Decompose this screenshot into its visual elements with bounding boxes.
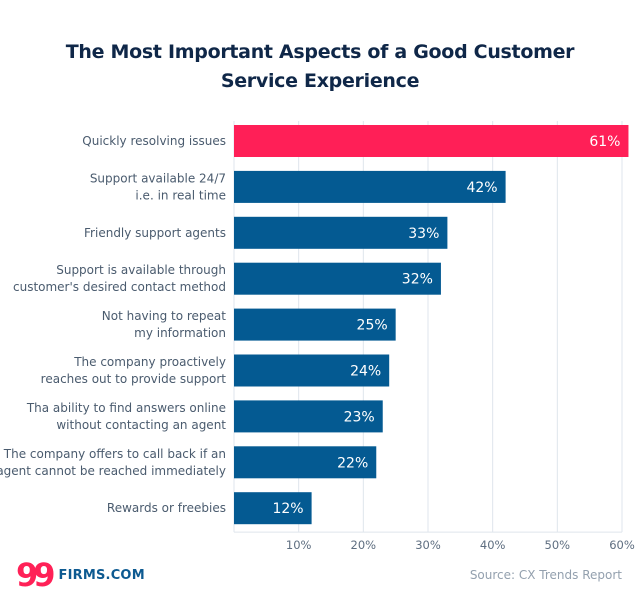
category-label: customer's desired contact method <box>13 280 226 294</box>
bar-value-label: 23% <box>344 409 375 425</box>
x-tick-label: 30% <box>415 538 441 552</box>
logo-99-mark: 99 <box>16 556 55 594</box>
category-label: Quickly resolving issues <box>82 134 226 148</box>
bar-value-label: 42% <box>466 180 497 196</box>
source-note: Source: CX Trends Report <box>469 568 622 582</box>
bar-value-label: 61% <box>589 134 620 150</box>
bar <box>234 400 383 433</box>
category-label: my information <box>134 326 226 340</box>
category-label: The company proactively <box>73 355 226 369</box>
chart-title-line-1: The Most Important Aspects of a Good Cus… <box>65 41 575 63</box>
bar-value-label: 24% <box>350 364 381 380</box>
bar <box>234 354 390 387</box>
logo: 99 FIRMS.COM <box>16 556 145 594</box>
category-label: without contacting an agent <box>56 418 226 432</box>
category-label: Tha ability to find answers online <box>26 401 226 415</box>
bar-value-label: 25% <box>357 318 388 334</box>
bar <box>234 262 441 295</box>
bar <box>234 446 377 479</box>
category-label: Support is available through <box>56 263 226 277</box>
category-label: Friendly support agents <box>84 226 226 240</box>
bar <box>234 492 312 525</box>
chart-title: The Most Important Aspects of a Good Cus… <box>0 38 640 96</box>
category-label: agent cannot be reached immediately <box>0 464 226 478</box>
category-label: Not having to repeat <box>102 309 227 323</box>
x-tick-label: 60% <box>609 538 635 552</box>
x-tick-label: 10% <box>286 538 312 552</box>
category-label: i.e. in real time <box>135 188 226 202</box>
chart-title-line-2: Service Experience <box>220 70 420 92</box>
bar-value-label: 33% <box>408 226 439 242</box>
bar-value-label: 12% <box>272 501 303 517</box>
bar <box>234 216 448 249</box>
category-label: Support available 24/7 <box>90 171 226 185</box>
x-tick-label: 40% <box>480 538 506 552</box>
bar <box>234 125 629 157</box>
bar-value-label: 32% <box>402 272 433 288</box>
bar <box>234 308 396 341</box>
x-tick-label: 20% <box>351 538 377 552</box>
x-tick-label: 50% <box>545 538 571 552</box>
category-label: reaches out to provide support <box>41 372 227 386</box>
category-label: Rewards or freebies <box>107 501 226 515</box>
logo-wordmark: FIRMS.COM <box>58 567 145 583</box>
category-label: The company offers to call back if an <box>3 447 226 461</box>
bar-chart: 10% 20% 30% 40% 50% 60% 61% Quickly resolving i… <box>0 121 635 552</box>
bar <box>234 170 506 203</box>
bar-value-label: 22% <box>337 455 368 471</box>
